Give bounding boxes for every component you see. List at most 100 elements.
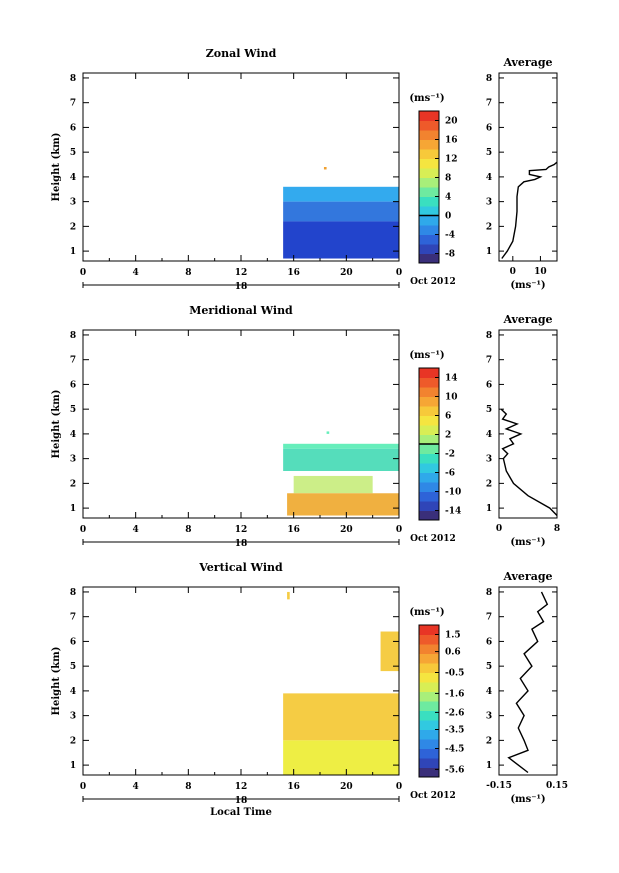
panel-1-ytick-label: 2 <box>70 479 76 489</box>
panel-1-xtick-label: 16 <box>287 525 300 535</box>
panel-1-average-ytick-label: 6 <box>486 380 492 390</box>
panel-2-average-xlabel: (ms⁻¹) <box>510 794 545 805</box>
panel-2-colorbar-label: (ms⁻¹) <box>409 607 444 618</box>
panel-1-average-frame <box>498 329 558 519</box>
panel-1-colorbar-segment <box>419 377 439 388</box>
panel-0-average-title: Average <box>502 56 552 69</box>
panel-2-ytick-label: 4 <box>70 687 76 697</box>
panel-2-colorbar-segment <box>419 672 439 683</box>
panel-0-ytick-label: 7 <box>70 99 76 109</box>
panel-1-colorbar-segment <box>419 510 439 521</box>
panel-1-colorbar-tick-label: 2 <box>445 431 451 441</box>
panel-0-average-xtick-label: 0 <box>510 267 516 277</box>
panel-1-colorbar-segment <box>419 415 439 426</box>
panel-2-average-ytick-label: 5 <box>486 662 492 672</box>
panel-2-xtick-label: 20 <box>340 782 353 792</box>
panel-0-average-ytick-label: 2 <box>486 222 492 232</box>
panel-0-colorbar-segment <box>419 149 439 159</box>
panel-2-average-ytick-label: 3 <box>486 712 492 722</box>
panel-2-average-ytick-label: 4 <box>486 687 492 697</box>
panel-0-date-label: Oct 2012 <box>410 277 456 287</box>
panel-1-colorbar-tick-label: -10 <box>445 488 461 498</box>
panel-1-day-label: 18 <box>235 539 248 549</box>
panel-1-title: Meridional Wind <box>189 304 293 317</box>
panel-1-ytick-label: 6 <box>70 380 76 390</box>
panel-0-ytick-label: 5 <box>70 148 76 158</box>
panel-0-colorbar-segment <box>419 111 439 121</box>
panel-0-colorbar-tick-label: 12 <box>445 155 458 165</box>
panel-1-xtick-label: 0 <box>396 525 402 535</box>
panel-2-colorbar-segment <box>419 701 439 711</box>
panel-2-ytick-label: 3 <box>70 712 76 722</box>
panel-0-colorbar-tick-label: 16 <box>445 136 458 146</box>
panel-1-xtick-label: 8 <box>185 525 191 535</box>
panel-1-colorbar-tick-label: 6 <box>445 412 451 422</box>
panel-1-colorbar-segment <box>419 463 439 473</box>
panel-2-xtick-label: 0 <box>396 782 402 792</box>
panel-2-xtick-label: 0 <box>80 782 86 792</box>
panel-2-xtick-label: 4 <box>133 782 139 792</box>
panel-1-colorbar-segment <box>419 472 439 483</box>
panel-1-average-xtick-label: 0 <box>496 524 502 534</box>
panel-1-data-block <box>293 475 373 494</box>
panel-0-average-ytick-label: 3 <box>486 198 492 208</box>
panel-0-colorbar-segment <box>419 253 439 264</box>
panel-2-colorbar-segment <box>419 720 439 730</box>
panel-0-average-ytick-label: 4 <box>486 173 492 183</box>
panel-1-ytick-label: 1 <box>70 504 76 514</box>
panel-1-colorbar-segment <box>419 453 439 464</box>
panel-0-colorbar-segment <box>419 225 439 235</box>
panel-0-day-label: 18 <box>235 282 248 292</box>
panel-1-average-profile-line <box>500 408 558 516</box>
panel-2-average-xtick-label: 0.15 <box>546 781 568 791</box>
panel-0-average-ytick-label: 1 <box>486 247 492 257</box>
panel-1-colorbar-tick-label: -2 <box>445 450 455 460</box>
panel-0-data-block <box>283 221 399 259</box>
panel-0-colorbar-segment <box>419 177 439 188</box>
panel-2-day-label: 18 <box>235 796 248 806</box>
panel-0-colorbar-segment <box>419 215 439 226</box>
panel-1-colorbar-segment <box>419 434 439 445</box>
panel-1-average-ytick-label: 2 <box>486 479 492 489</box>
panel-1-data-block <box>287 493 399 516</box>
panel-2-colorbar-tick-label: -2.6 <box>445 708 464 718</box>
panel-2-colorbar-segment <box>419 682 439 692</box>
panel-1-ytick-label: 7 <box>70 356 76 366</box>
panel-0-average-ytick-label: 6 <box>486 123 492 133</box>
panel-2-xtick-label: 16 <box>287 782 300 792</box>
panel-1-average-xtick-label: 8 <box>554 524 560 534</box>
panel-0-xtick-label: 12 <box>235 268 248 278</box>
panel-1-data-block <box>283 443 399 449</box>
panel-2-xlabel: Local Time <box>210 807 272 818</box>
panel-1-xtick-label: 12 <box>235 525 248 535</box>
panel-0-data-block <box>283 186 399 202</box>
panel-1-colorbar-segment <box>419 387 439 397</box>
panel-1-colorbar-tick-label: 10 <box>445 393 458 403</box>
panel-1-ylabel: Height (km) <box>51 390 62 459</box>
panel-1-colorbar-segment <box>419 444 439 454</box>
panel-0-colorbar-tick-label: 0 <box>445 212 451 222</box>
panel-0-xtick-label: 8 <box>185 268 191 278</box>
panel-1-average-title: Average <box>502 313 552 326</box>
panel-2-ytick-label: 5 <box>70 662 76 672</box>
panel-0-xtick-label: 0 <box>396 268 402 278</box>
panel-1-average-ytick-label: 1 <box>486 504 492 514</box>
panel-2-ytick-label: 2 <box>70 736 76 746</box>
panel-0-ytick-label: 3 <box>70 198 76 208</box>
panel-0-colorbar-label: (ms⁻¹) <box>409 93 444 104</box>
panel-1-ytick-label: 5 <box>70 405 76 415</box>
panel-0-colorbar-segment <box>419 244 439 254</box>
panel-2-colorbar-tick-label: -1.6 <box>445 689 464 699</box>
panel-0-ytick-label: 2 <box>70 222 76 232</box>
panel-0-colorbar-tick-label: 4 <box>445 193 451 203</box>
panel-1-colorbar-label: (ms⁻¹) <box>409 350 444 361</box>
panel-0-ytick-label: 6 <box>70 123 76 133</box>
panel-2-data-block <box>283 740 399 775</box>
panel-2-colorbar-segment <box>419 710 439 721</box>
panel-2-colorbar-segment <box>419 691 439 702</box>
panel-1-average-xlabel: (ms⁻¹) <box>510 537 545 548</box>
panel-0-colorbar-segment <box>419 206 439 216</box>
panel-2-colorbar-tick-label: -3.5 <box>445 726 464 736</box>
panel-1-xtick-label: 20 <box>340 525 353 535</box>
panel-0-colorbar-segment <box>419 120 439 131</box>
